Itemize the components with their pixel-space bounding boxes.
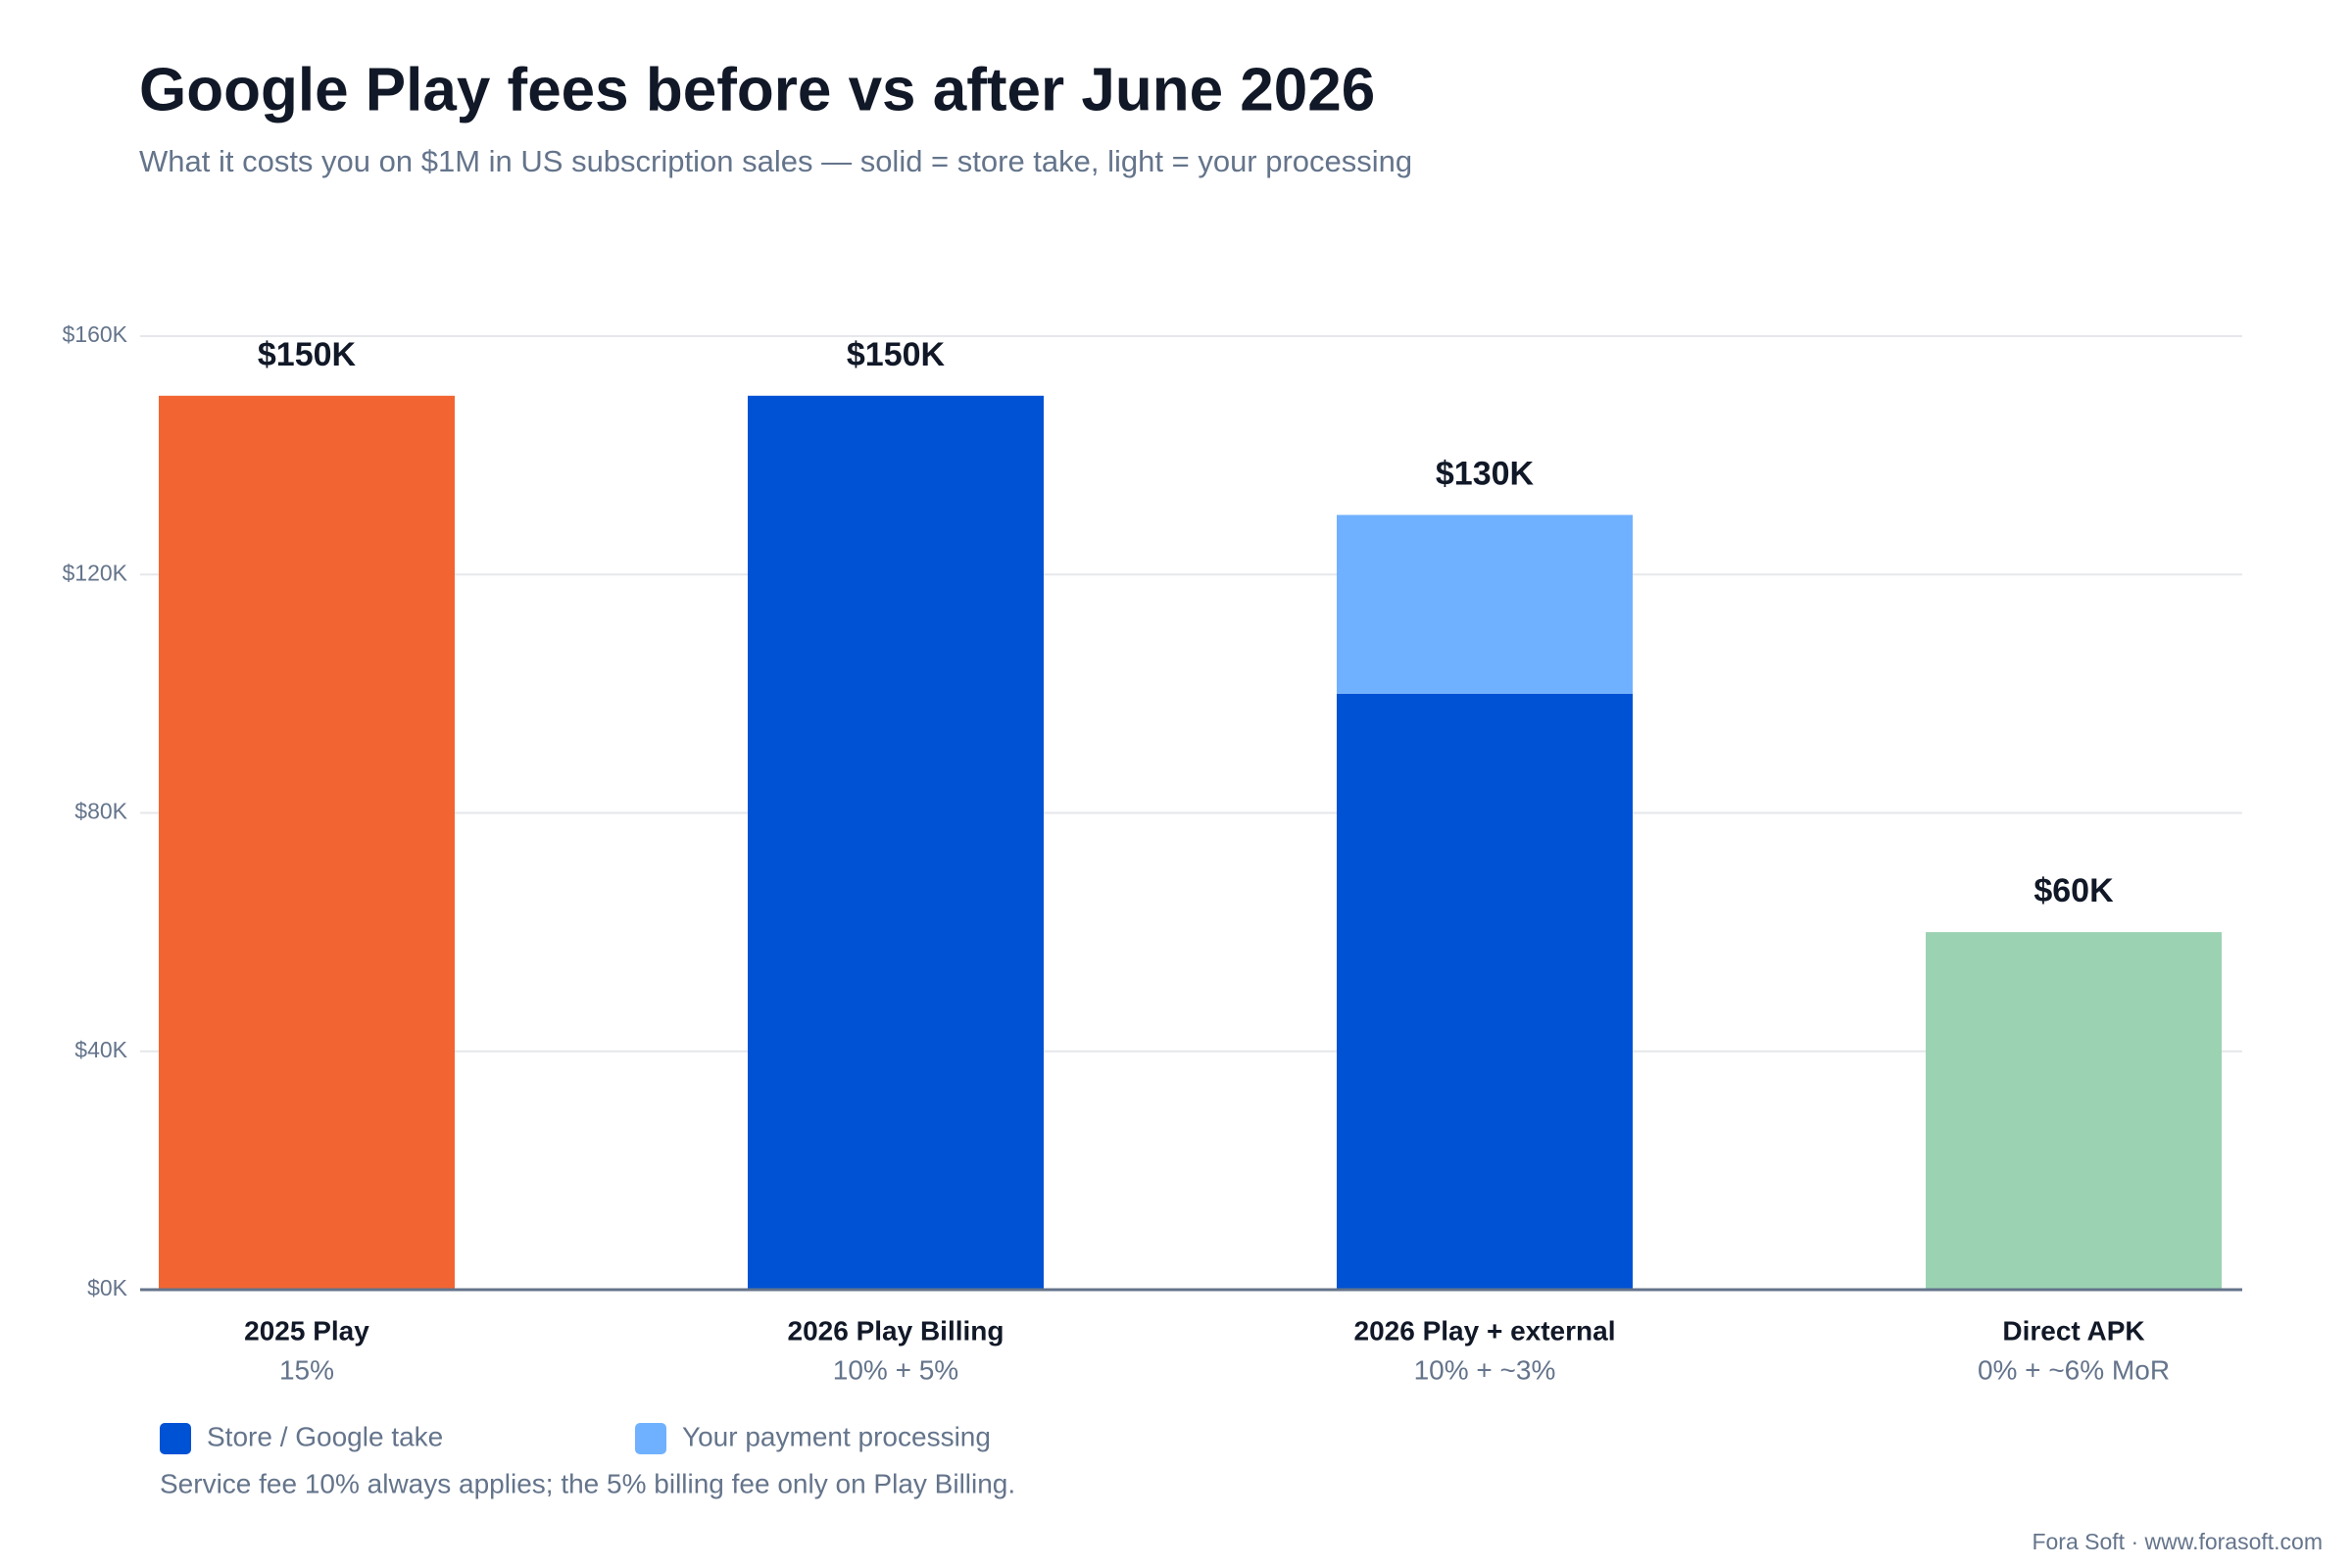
legend-label: Store / Google take bbox=[207, 1421, 443, 1451]
chart-subtitle: What it costs you on $1M in US subscript… bbox=[139, 144, 1412, 178]
x-tick-label: 2026 Play + external bbox=[1354, 1315, 1616, 1346]
legend-swatch bbox=[635, 1423, 666, 1454]
bar-segment bbox=[1337, 693, 1633, 1290]
source: Fora Soft · www.forasoft.com bbox=[2032, 1529, 2323, 1554]
y-tick-label: $160K bbox=[62, 321, 127, 347]
footnote: Service fee 10% always applies; the 5% b… bbox=[160, 1468, 1015, 1498]
legend-swatch bbox=[160, 1423, 191, 1454]
x-tick-sublabel: 10% + 5% bbox=[833, 1354, 958, 1385]
y-tick-label: $120K bbox=[62, 560, 127, 585]
legend-label: Your payment processing bbox=[682, 1421, 991, 1451]
total-label: $60K bbox=[2034, 872, 2114, 909]
total-label: $130K bbox=[1436, 455, 1535, 492]
x-tick-label: Direct APK bbox=[2002, 1315, 2144, 1346]
bar-segment bbox=[159, 395, 455, 1290]
y-tick-label: $0K bbox=[87, 1275, 128, 1300]
total-label: $150K bbox=[847, 336, 946, 373]
x-tick-sublabel: 10% + ~3% bbox=[1414, 1354, 1556, 1385]
x-tick-label: 2025 Play bbox=[244, 1315, 369, 1346]
y-tick-label: $80K bbox=[74, 799, 127, 824]
x-tick-sublabel: 15% bbox=[279, 1354, 334, 1385]
bar-segment bbox=[1926, 932, 2222, 1290]
x-tick-sublabel: 0% + ~6% MoR bbox=[1978, 1354, 2170, 1385]
total-label: $150K bbox=[258, 336, 357, 373]
y-tick-label: $40K bbox=[74, 1037, 127, 1062]
bar-segment bbox=[748, 395, 1044, 1290]
x-tick-label: 2026 Play Billing bbox=[788, 1315, 1004, 1346]
bar-segment bbox=[1337, 514, 1633, 694]
chart-title: Google Play fees before vs after June 20… bbox=[139, 56, 1375, 123]
